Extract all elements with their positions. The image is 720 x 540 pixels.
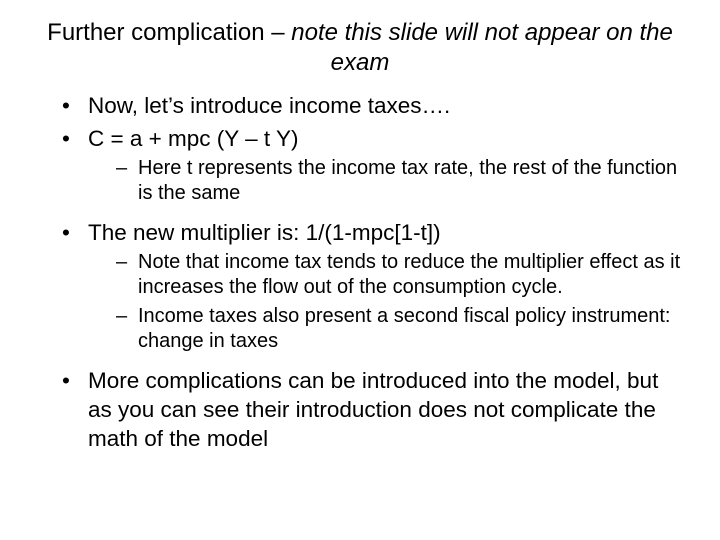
sub-text: Here t represents the income tax rate, t… <box>138 157 677 205</box>
sub-text: Note that income tax tends to reduce the… <box>138 251 680 299</box>
sub-list: Note that income tax tends to reduce the… <box>116 250 688 355</box>
bullet-text: More complications can be introduced int… <box>88 368 658 451</box>
sub-text: Income taxes also present a second fisca… <box>138 305 670 353</box>
title-italic: note this slide will not appear on the e… <box>291 19 673 76</box>
bullet-text: Now, let’s introduce income taxes…. <box>88 93 450 118</box>
slide-title: Further complication – note this slide w… <box>32 18 688 78</box>
bullet-list: Now, let’s introduce income taxes…. C = … <box>62 92 688 453</box>
sub-item: Here t represents the income tax rate, t… <box>116 156 688 207</box>
title-plain: Further complication – <box>47 19 291 46</box>
sub-list: Here t represents the income tax rate, t… <box>116 156 688 207</box>
sub-item: Note that income tax tends to reduce the… <box>116 250 688 301</box>
bullet-text: The new multiplier is: 1/(1-mpc[1-t]) <box>88 220 441 245</box>
bullet-item: The new multiplier is: 1/(1-mpc[1-t]) No… <box>62 219 688 355</box>
bullet-item: Now, let’s introduce income taxes…. <box>62 92 688 121</box>
bullet-item: More complications can be introduced int… <box>62 367 688 453</box>
bullet-text: C = a + mpc (Y – t Y) <box>88 126 299 151</box>
sub-item: Income taxes also present a second fisca… <box>116 304 688 355</box>
bullet-item: C = a + mpc (Y – t Y) Here t represents … <box>62 125 688 207</box>
slide: Further complication – note this slide w… <box>0 0 720 540</box>
